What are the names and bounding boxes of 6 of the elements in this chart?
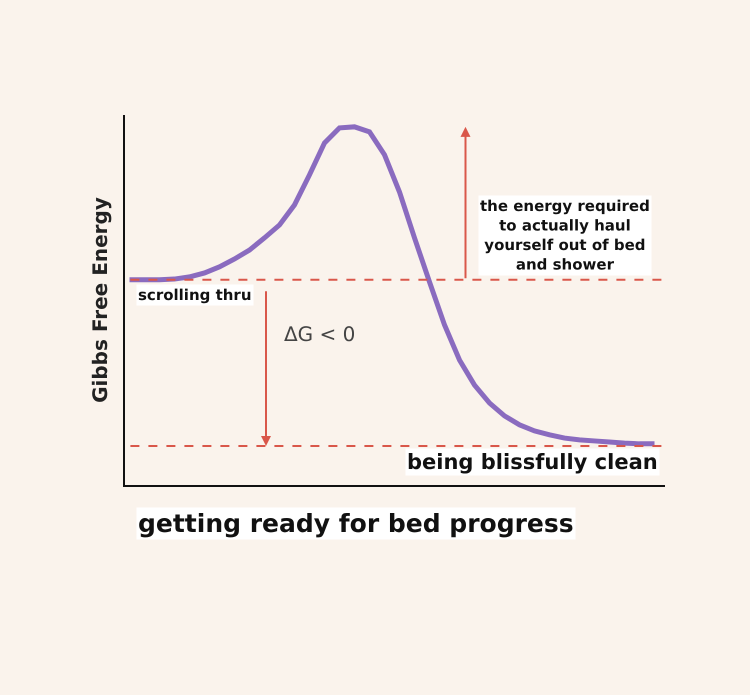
- y-axis-title: Gibbs Free Energy: [88, 197, 112, 403]
- ref-line-label: being blissfully clean: [407, 450, 658, 474]
- annotation: ΔG < 0: [284, 322, 356, 346]
- x-axis-title: getting ready for bed progress: [138, 509, 574, 538]
- annotation: the energy required to actually haul yourself out of bed and shower: [480, 197, 650, 274]
- ref-line-label: scrolling thru: [138, 286, 252, 304]
